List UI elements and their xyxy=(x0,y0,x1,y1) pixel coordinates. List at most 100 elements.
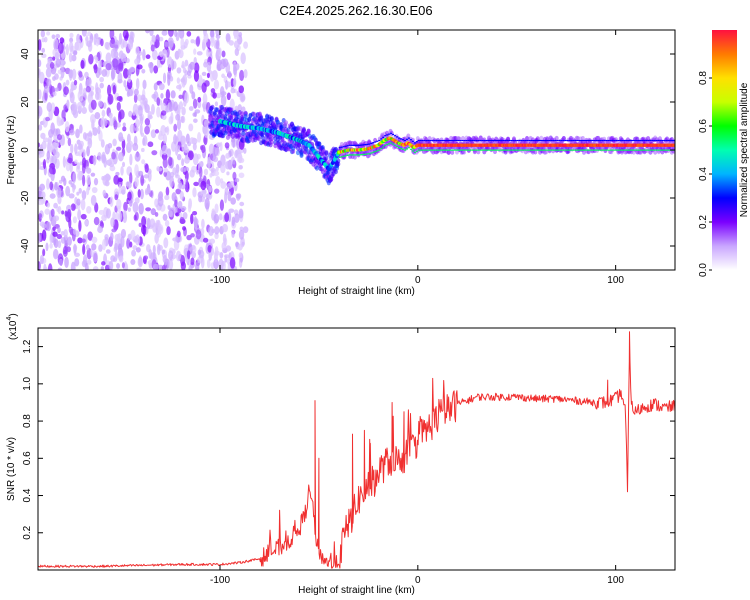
snr-multiplier: (x104) xyxy=(6,313,19,340)
spectrogram-edge xyxy=(382,146,385,148)
spectrogram-edge xyxy=(477,139,480,142)
spectrogram-cell xyxy=(38,147,41,155)
spectrogram-cell xyxy=(211,228,216,234)
spectrogram-cell xyxy=(120,166,124,176)
spectrogram-edge xyxy=(593,139,596,142)
spectrogram-edge xyxy=(532,139,535,142)
spectrogram-cell xyxy=(90,90,94,96)
spectrogram-cell xyxy=(236,153,243,163)
spectrogram-cell xyxy=(135,247,141,253)
spectrogram-cell xyxy=(38,124,43,131)
spectrogram-edge xyxy=(382,136,385,138)
spectrogram-edge xyxy=(605,139,608,142)
spectrogram-cell xyxy=(124,57,130,64)
spectrogram-cell xyxy=(39,254,44,265)
spectrogram-cell xyxy=(165,186,170,197)
spectrogram-cell xyxy=(45,116,51,122)
spectrogram-cell xyxy=(86,247,92,260)
spectrogram-edge xyxy=(566,149,569,151)
spectrogram-cell xyxy=(230,197,237,205)
spectrogram-cell xyxy=(180,115,185,123)
spectrogram-cell xyxy=(100,139,105,148)
spectrogram-cell xyxy=(122,122,126,127)
spectrogram-edge xyxy=(629,139,632,142)
spectrogram-x-ticks: -100 0 100 xyxy=(210,30,624,286)
spectrogram-cell xyxy=(97,100,103,108)
spectrogram-edge xyxy=(659,139,662,142)
spectrogram-cell xyxy=(230,88,236,94)
spectrogram-cell xyxy=(53,38,59,51)
spectrogram-cell xyxy=(126,91,130,98)
spectrogram-cell xyxy=(195,36,200,47)
spectrogram-cell xyxy=(233,40,240,49)
spectrogram-edge xyxy=(370,152,373,154)
spectrogram-edge xyxy=(522,139,525,142)
spectrogram-cell xyxy=(151,150,158,156)
spectrogram-edge xyxy=(425,149,428,151)
spectrogram-edge xyxy=(491,149,494,151)
colorbar-tick-label: 0.4 xyxy=(698,167,709,181)
spectrogram-cell xyxy=(186,250,191,260)
spectrogram-edge xyxy=(546,139,549,142)
spectrogram-cell xyxy=(238,85,244,94)
spectrogram-cell xyxy=(143,255,149,260)
spectrogram-cell xyxy=(86,40,92,48)
spectrogram-edge xyxy=(400,147,403,150)
spectrogram-cell xyxy=(237,132,242,138)
spectrogram-cell xyxy=(142,225,146,237)
spectrogram-cell xyxy=(98,244,103,252)
spectrogram-edge xyxy=(570,149,573,151)
spectrogram-cell xyxy=(162,157,168,169)
spectrogram-cell xyxy=(335,165,340,171)
spectrogram-edge xyxy=(479,139,482,142)
spectrogram-edge xyxy=(510,139,513,142)
spectrogram-cell xyxy=(239,201,245,207)
spectrogram-edge xyxy=(645,149,648,151)
spectrogram-cell xyxy=(181,158,185,167)
spectrogram-edge xyxy=(380,147,383,150)
spectrogram-edge xyxy=(455,139,458,142)
spectrogram-edge xyxy=(516,139,519,142)
spectrogram-cell xyxy=(38,142,41,148)
spectrogram-edge xyxy=(465,149,468,151)
spectrogram-cell xyxy=(111,67,116,80)
spectrogram-cell xyxy=(107,93,114,105)
spectrogram-cell xyxy=(602,138,607,144)
spectrogram-cell xyxy=(197,96,202,103)
spectrogram-cell xyxy=(97,125,101,135)
spectrogram-cell xyxy=(43,266,48,270)
spectrogram-edge xyxy=(671,139,674,142)
spectrogram-cell xyxy=(132,201,139,213)
spectrogram-cell xyxy=(132,245,138,251)
spectrogram-edge xyxy=(392,133,395,136)
spectrogram-cell xyxy=(172,101,178,112)
spectrogram-edge xyxy=(447,139,450,142)
spectrogram-edge xyxy=(659,149,662,151)
spectrogram-cell xyxy=(406,133,411,139)
spectrogram-cell xyxy=(46,31,51,36)
spectrogram-edge xyxy=(370,142,373,144)
spectrogram-cell xyxy=(181,76,186,88)
spectrogram-cell xyxy=(653,149,658,155)
spectrogram-edge xyxy=(421,149,424,151)
spectrogram-edge xyxy=(407,137,410,139)
spectrogram-cell xyxy=(189,84,194,94)
spectrogram-edge xyxy=(415,141,418,143)
spectrogram-edge xyxy=(627,149,630,151)
spectrogram-edge xyxy=(502,139,505,142)
spectrogram-cell xyxy=(118,183,122,195)
spectrogram-cell xyxy=(102,239,107,251)
spectrogram-cell xyxy=(72,244,78,252)
spectrogram-cell xyxy=(152,263,159,270)
spectrogram-edge xyxy=(469,139,472,142)
spectrogram-edge xyxy=(580,149,583,151)
spectrogram-cell xyxy=(200,256,205,269)
spectrogram-edge xyxy=(483,139,486,142)
spectrogram-edge xyxy=(348,154,351,156)
spectrogram-cell xyxy=(228,40,234,46)
spectrogram-edge xyxy=(498,139,501,142)
x-tick-label: 100 xyxy=(607,575,624,586)
spectrogram-edge xyxy=(479,149,482,151)
spectrogram-cell xyxy=(60,117,65,125)
spectrogram-edge xyxy=(413,142,416,144)
